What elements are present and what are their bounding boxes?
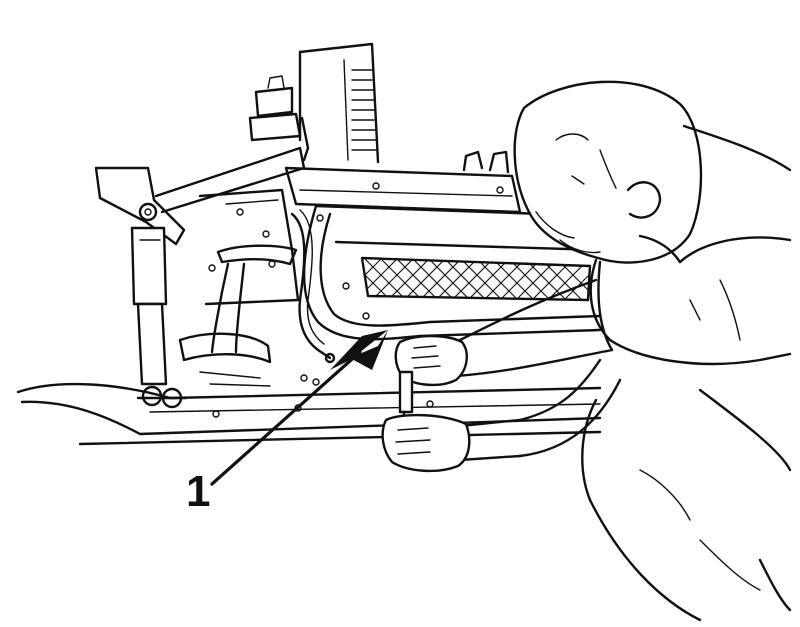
shock-absorber xyxy=(94,166,188,409)
callout-arrow xyxy=(210,330,388,486)
cab-rear-structure xyxy=(248,42,380,164)
mechanic-figure xyxy=(381,80,792,622)
hinge-bracket xyxy=(154,146,336,387)
callout-label-1: 1 xyxy=(186,467,211,516)
chassis-frame xyxy=(16,382,602,446)
